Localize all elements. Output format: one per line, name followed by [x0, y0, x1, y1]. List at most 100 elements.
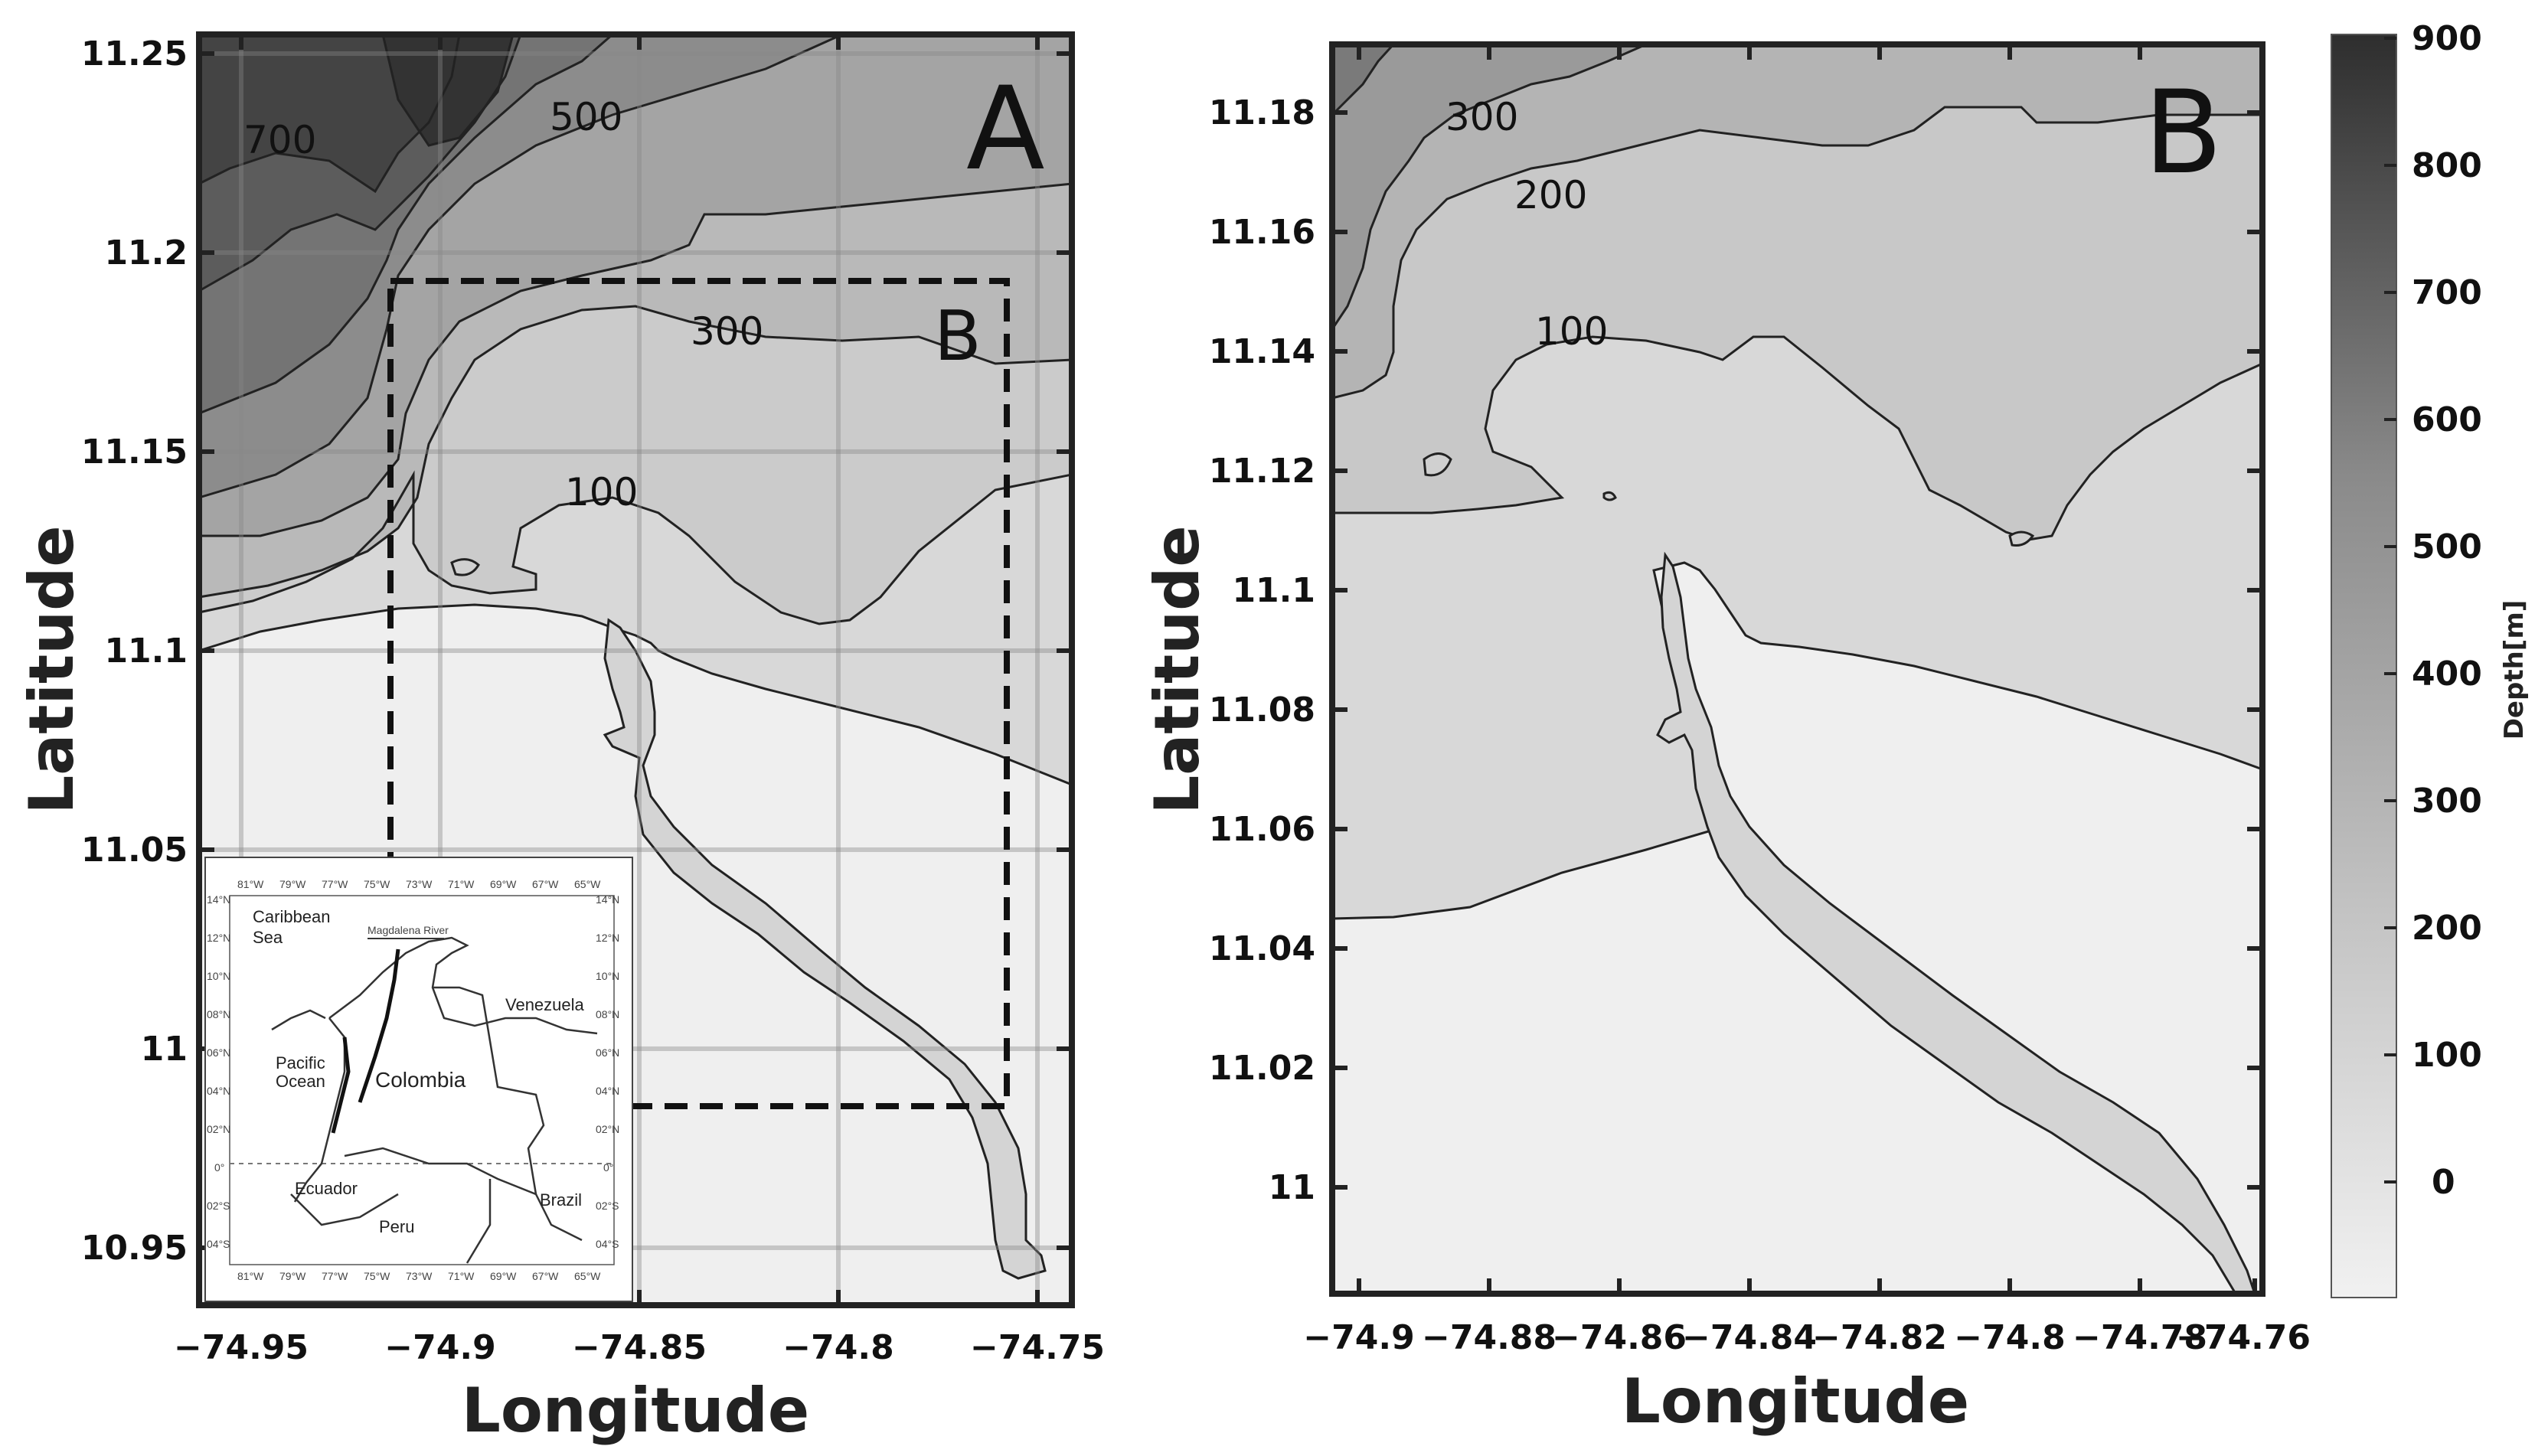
panel-a-x-tick-labels: −74.95 −74.9 −74.85 −74.8 −74.75 [174, 1328, 1105, 1367]
inset-right-lat-ticks: 14°N 12°N 10°N 08°N 06°N 04°N 02°N 0° 02… [596, 893, 619, 1250]
panel-b-depth-bands [1332, 44, 2262, 1294]
inset-sea-label-2: Sea [253, 928, 283, 947]
inset-magdalena-river [358, 948, 400, 1103]
svg-text:75°W: 75°W [364, 1270, 390, 1282]
svg-text:04°S: 04°S [207, 1238, 230, 1250]
svg-text:11.02: 11.02 [1209, 1049, 1315, 1088]
svg-text:67°W: 67°W [532, 1270, 559, 1282]
svg-text:11.16: 11.16 [1209, 213, 1315, 252]
svg-text:02°S: 02°S [207, 1200, 230, 1212]
svg-text:04°N: 04°N [207, 1085, 230, 1097]
svg-text:0°: 0° [603, 1161, 613, 1174]
svg-text:08°N: 08°N [596, 1008, 619, 1020]
panel-a-contour-label-300: 300 [691, 309, 763, 354]
panel-b-tick-marks [1332, 44, 2262, 1294]
colorbar: 900 800 700 600 500 400 300 200 100 0 De… [2331, 19, 2530, 1298]
panel-b-y-tick-labels: 11.18 11.16 11.14 11.12 11.1 11.08 11.06… [1209, 93, 1315, 1207]
svg-text:−74.84: −74.84 [1682, 1318, 1817, 1357]
inset-ocean-label-1: Pacific [276, 1053, 325, 1072]
colorbar-tick-labels: 900 800 700 600 500 400 300 200 100 0 [2412, 19, 2482, 1202]
svg-text:10.95: 10.95 [81, 1229, 188, 1268]
panel-a-depth-bands [199, 34, 1072, 1305]
inset-country-peru: Peru [379, 1217, 414, 1236]
svg-text:65°W: 65°W [574, 878, 601, 890]
svg-text:700: 700 [2412, 273, 2482, 312]
svg-text:06°N: 06°N [207, 1046, 230, 1059]
svg-text:−74.76: −74.76 [2176, 1318, 2311, 1357]
svg-text:11.18: 11.18 [1209, 93, 1315, 132]
svg-text:−74.75: −74.75 [970, 1328, 1105, 1367]
svg-text:400: 400 [2412, 655, 2482, 694]
svg-text:12°N: 12°N [207, 932, 230, 944]
svg-text:−74.95: −74.95 [174, 1328, 309, 1367]
panel-a-zoom-box [387, 278, 1010, 1109]
svg-text:11.12: 11.12 [1209, 452, 1315, 491]
svg-text:11.25: 11.25 [81, 34, 188, 73]
svg-text:−74.85: −74.85 [572, 1328, 707, 1367]
svg-text:14°N: 14°N [596, 893, 619, 906]
panel-b-frame [1329, 41, 2265, 1297]
svg-text:10°N: 10°N [207, 970, 230, 982]
inset-pacific-coast-bold [331, 1037, 351, 1134]
svg-text:0: 0 [2432, 1163, 2455, 1202]
panel-a: 700 500 300 100 A B 81°W 79°W 77°W 75°W … [16, 31, 1105, 1446]
inset-river-label: Magdalena River [368, 924, 449, 936]
svg-text:−74.9: −74.9 [384, 1328, 495, 1367]
svg-text:77°W: 77°W [322, 878, 348, 890]
svg-text:−74.88: −74.88 [1422, 1318, 1557, 1357]
panel-b-y-axis-title: Latitude [1142, 525, 1213, 814]
svg-text:11.2: 11.2 [104, 233, 188, 273]
panel-a-tick-marks [199, 34, 1072, 1305]
svg-text:81°W: 81°W [237, 878, 264, 890]
panel-b-contour-label-200: 200 [1514, 173, 1587, 217]
inset-country-venezuela: Venezuela [505, 995, 585, 1014]
svg-text:75°W: 75°W [364, 878, 390, 890]
svg-text:69°W: 69°W [490, 878, 517, 890]
svg-text:08°N: 08°N [207, 1008, 230, 1020]
panel-a-letter: A [966, 63, 1045, 196]
svg-text:11.1: 11.1 [1232, 571, 1315, 610]
svg-text:81°W: 81°W [237, 1270, 264, 1282]
svg-text:0°: 0° [214, 1161, 224, 1174]
svg-text:71°W: 71°W [448, 1270, 475, 1282]
panel-b-contour-label-300: 300 [1446, 95, 1518, 139]
svg-text:11.06: 11.06 [1209, 810, 1315, 849]
colorbar-gradient [2331, 34, 2397, 1298]
svg-text:79°W: 79°W [279, 878, 306, 890]
inset-sea-label-1: Caribbean [253, 907, 331, 926]
svg-text:77°W: 77°W [322, 1270, 348, 1282]
svg-text:300: 300 [2412, 782, 2482, 821]
svg-text:67°W: 67°W [532, 878, 559, 890]
panel-b-contour-label-100: 100 [1535, 309, 1608, 354]
svg-text:11.04: 11.04 [1209, 929, 1315, 968]
svg-text:69°W: 69°W [490, 1270, 517, 1282]
svg-text:11.1: 11.1 [104, 632, 188, 671]
panel-a-contour-label-100: 100 [565, 470, 638, 514]
svg-text:73°W: 73°W [406, 1270, 433, 1282]
panel-b: 300 200 100 B −74.9 −74.88 −74.86 −74.84… [1142, 41, 2311, 1437]
svg-text:−74.78: −74.78 [2073, 1318, 2207, 1357]
panel-b-x-tick-labels: −74.9 −74.88 −74.86 −74.84 −74.82 −74.8 … [1303, 1318, 2311, 1357]
inset-country-ecuador: Ecuador [295, 1179, 358, 1198]
panel-b-letter: B [2144, 67, 2223, 200]
svg-text:800: 800 [2412, 146, 2482, 185]
svg-text:100: 100 [2412, 1036, 2482, 1075]
svg-text:73°W: 73°W [406, 878, 433, 890]
panel-a-contour-label-500: 500 [550, 95, 622, 139]
svg-text:04°N: 04°N [596, 1085, 619, 1097]
panel-a-river-channel [603, 618, 1047, 1280]
inset-location-map: 81°W 79°W 77°W 75°W 73°W 71°W 69°W 67°W … [204, 857, 633, 1302]
svg-text:−74.82: −74.82 [1812, 1318, 1947, 1357]
svg-text:500: 500 [2412, 527, 2482, 566]
svg-text:04°S: 04°S [596, 1238, 619, 1250]
svg-text:12°N: 12°N [596, 932, 619, 944]
svg-text:200: 200 [2412, 909, 2482, 948]
panel-a-zoom-box-letter: B [934, 296, 982, 377]
panel-a-contour-label-700: 700 [243, 118, 316, 162]
svg-text:71°W: 71°W [448, 878, 475, 890]
svg-text:02°N: 02°N [207, 1123, 230, 1135]
inset-ocean-label-2: Ocean [276, 1072, 325, 1091]
panel-a-frame [196, 31, 1075, 1308]
colorbar-tick-marks [2384, 37, 2396, 1183]
